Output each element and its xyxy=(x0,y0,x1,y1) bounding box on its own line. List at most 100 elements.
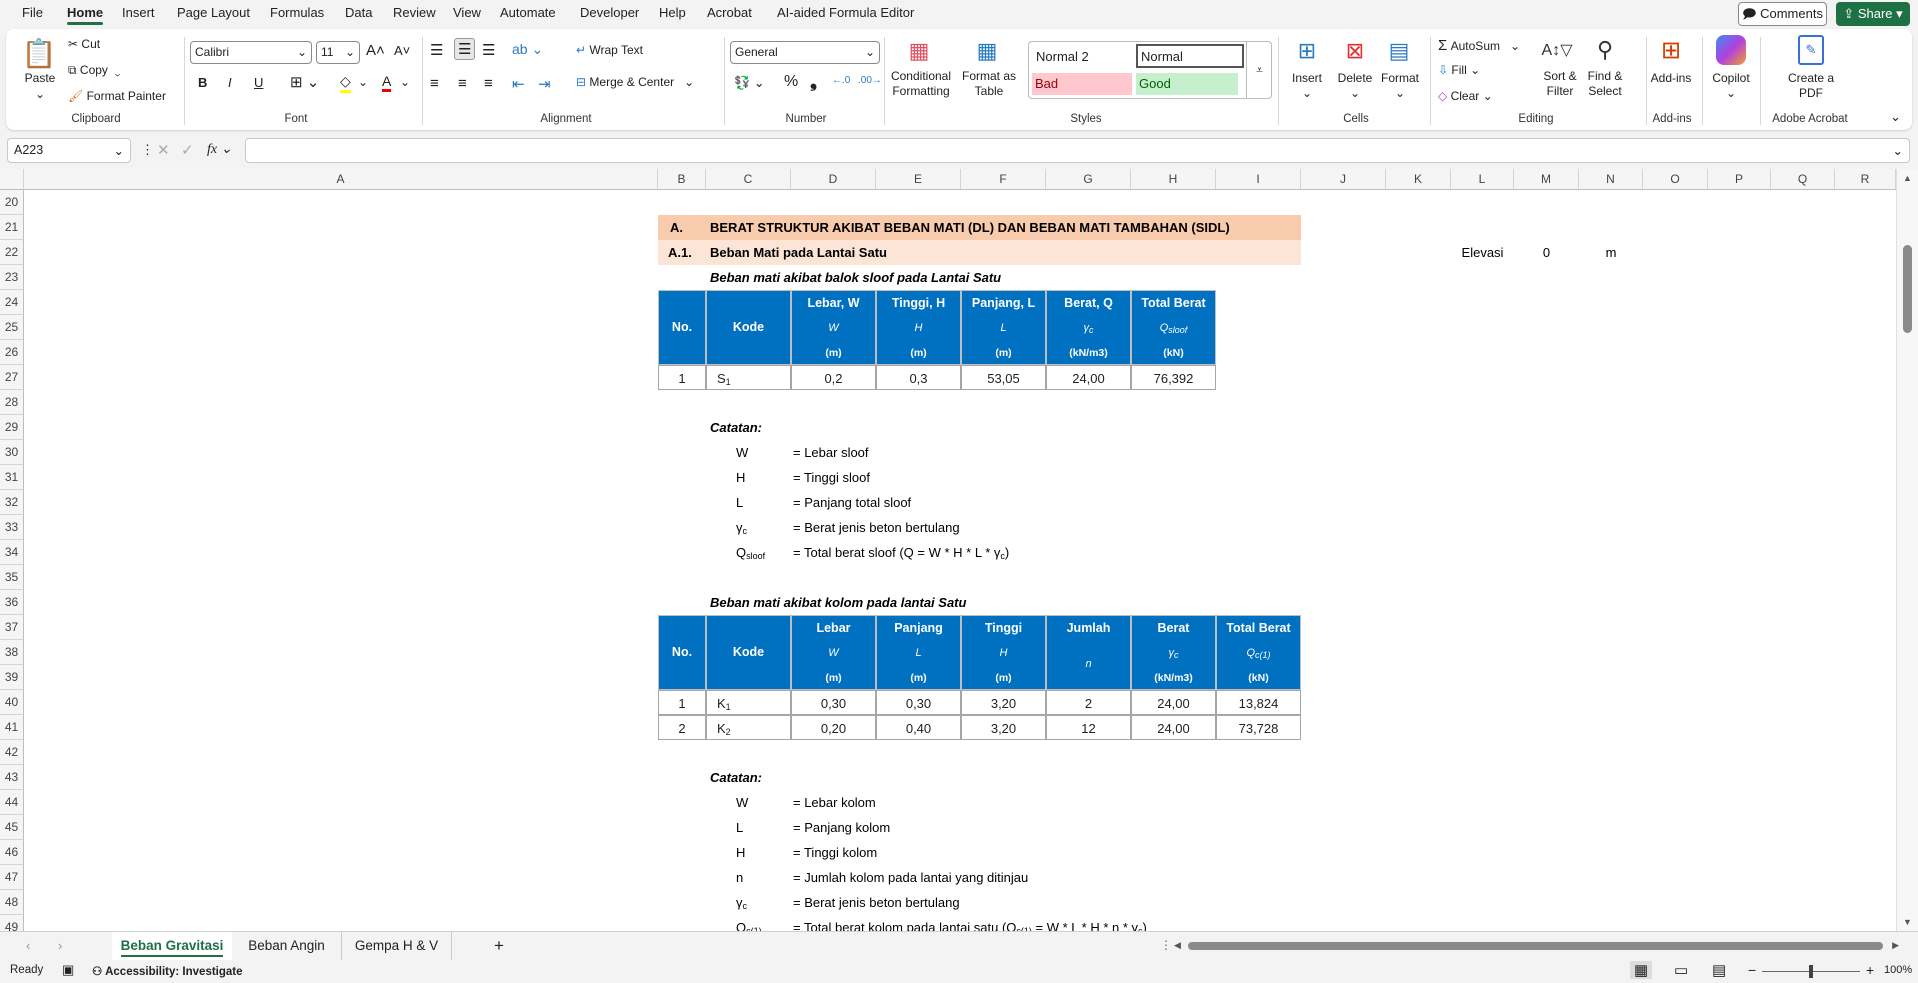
row-header-28[interactable]: 28 xyxy=(0,390,24,415)
copy-button[interactable]: ⧉ Copy ⌄ xyxy=(68,63,121,77)
row-header-48[interactable]: 48 xyxy=(0,890,24,915)
column-header-N[interactable]: N xyxy=(1579,169,1643,190)
zoom-level[interactable]: 100% xyxy=(1884,964,1913,976)
menu-tab-formulas[interactable]: Formulas xyxy=(270,5,325,20)
note-symbol[interactable]: Qc(1) xyxy=(706,915,766,931)
row-header-43[interactable]: 43 xyxy=(0,765,24,790)
wrap-text-button[interactable]: ↵ Wrap Text xyxy=(576,43,643,57)
column-header-Q[interactable]: Q xyxy=(1771,169,1835,190)
note-symbol[interactable]: Qsloof xyxy=(706,540,769,565)
column-header-J[interactable]: J xyxy=(1301,169,1386,190)
conditional-formatting-button[interactable]: Conditional Formatting xyxy=(890,69,952,98)
row-header-34[interactable]: 34 xyxy=(0,540,24,565)
row-header-45[interactable]: 45 xyxy=(0,815,24,840)
table-cell[interactable]: 13,824 xyxy=(1216,690,1301,715)
align-top-icon[interactable]: ☰ xyxy=(430,42,444,59)
format-as-table-button[interactable]: Format as Table xyxy=(962,69,1017,98)
vertical-scrollbar[interactable]: ▲ ▼ xyxy=(1896,169,1918,931)
clear-button[interactable]: ◇ Clear ⌄ xyxy=(1438,89,1493,103)
find-select-button[interactable]: Find & Select xyxy=(1587,69,1623,98)
column-header-P[interactable]: P xyxy=(1708,169,1771,190)
row-header-23[interactable]: 23 xyxy=(0,265,24,290)
section-title[interactable]: BERAT STRUKTUR AKIBAT BEBAN MATI (DL) DA… xyxy=(706,215,1234,240)
column-header-A[interactable]: A xyxy=(24,169,658,190)
note-symbol[interactable]: L xyxy=(706,490,747,515)
table-header-cell[interactable]: Kode xyxy=(706,290,791,365)
table-header-cell[interactable]: Lebar, W W (m) xyxy=(791,290,876,365)
column-header-C[interactable]: C xyxy=(706,169,791,190)
font-name-select[interactable]: Calibri ⌄ xyxy=(190,41,312,64)
paste-icon[interactable]: 📋 xyxy=(21,37,57,69)
increase-decimal-icon[interactable]: ←.0 xyxy=(832,75,851,86)
sort-filter-button[interactable]: Sort & Filter xyxy=(1543,69,1577,98)
zoom-slider[interactable] xyxy=(1762,965,1860,978)
table-header-cell[interactable]: No. xyxy=(658,615,706,690)
cancel-icon[interactable]: ✕ xyxy=(157,142,170,159)
menu-tab-file[interactable]: File xyxy=(22,5,43,20)
paste-dropdown-icon[interactable]: ⌄ xyxy=(34,87,46,101)
column-header-L[interactable]: L xyxy=(1451,169,1514,190)
table-header-cell[interactable]: Panjang L (m) xyxy=(876,615,961,690)
scroll-down-icon[interactable]: ▼ xyxy=(1903,917,1912,927)
row-header-33[interactable]: 33 xyxy=(0,515,24,540)
table-cell[interactable]: 0,3 xyxy=(876,365,961,390)
prev-sheet-icon[interactable]: ‹ xyxy=(26,938,31,953)
note-description[interactable]: = Berat jenis beton bertulang xyxy=(791,515,964,540)
style-bad[interactable]: Bad xyxy=(1032,73,1132,95)
column-header-H[interactable]: H xyxy=(1131,169,1216,190)
conditional-formatting-icon[interactable]: ▦ xyxy=(908,38,930,63)
row-header-35[interactable]: 35 xyxy=(0,565,24,590)
table-header-cell[interactable]: Berat, Q γc (kN/m3) xyxy=(1046,290,1131,365)
chevron-down-icon[interactable]: ⌄ xyxy=(358,75,369,89)
note-description[interactable]: = Total berat kolom pada lantai satu (Qc… xyxy=(791,915,1151,931)
table-cell[interactable]: K2 xyxy=(706,715,791,740)
subsection-title[interactable]: Beban Mati pada Lantai Satu xyxy=(706,240,891,265)
font-size-select[interactable]: 11 ⌄ xyxy=(316,41,360,64)
note-description[interactable]: = Tinggi sloof xyxy=(791,465,874,490)
enter-icon[interactable]: ✓ xyxy=(181,142,194,159)
name-box[interactable]: A223 ⌄ xyxy=(7,138,131,163)
table-cell[interactable]: K1 xyxy=(706,690,791,715)
borders-icon[interactable]: ⊞ ⌄ xyxy=(290,74,320,91)
tab-scroll-options-icon[interactable]: ⋮ xyxy=(1160,938,1172,952)
create-pdf-button[interactable]: Create a PDF xyxy=(1787,71,1835,100)
menu-tab-data[interactable]: Data xyxy=(345,5,373,20)
column-header-M[interactable]: M xyxy=(1514,169,1579,190)
copilot-icon[interactable] xyxy=(1716,35,1746,65)
note-symbol[interactable]: n xyxy=(706,865,747,890)
percent-icon[interactable]: % xyxy=(784,73,799,90)
scroll-left-icon[interactable]: ◀ xyxy=(1174,940,1181,950)
menu-tab-acrobat[interactable]: Acrobat xyxy=(707,5,752,20)
column-header-O[interactable]: O xyxy=(1643,169,1708,190)
zoom-out-button[interactable]: − xyxy=(1748,962,1757,978)
row-header-46[interactable]: 46 xyxy=(0,840,24,865)
fill-button[interactable]: ⇩ Fill ⌄ xyxy=(1438,63,1481,77)
note-description[interactable]: = Berat jenis beton bertulang xyxy=(791,890,964,915)
styles-more-button[interactable]: ⩡ xyxy=(1246,41,1272,99)
column-header-K[interactable]: K xyxy=(1386,169,1451,190)
row-header-20[interactable]: 20 xyxy=(0,190,24,215)
table-cell[interactable]: 1 xyxy=(658,365,706,390)
column-header-G[interactable]: G xyxy=(1046,169,1131,190)
fill-color-icon[interactable]: ◇ xyxy=(340,73,351,93)
table-cell[interactable]: 0,20 xyxy=(791,715,876,740)
elevation-unit[interactable]: m xyxy=(1579,240,1643,265)
row-header-40[interactable]: 40 xyxy=(0,690,24,715)
menu-tab-insert[interactable]: Insert xyxy=(122,5,155,20)
note-symbol[interactable]: H xyxy=(706,840,749,865)
scroll-up-icon[interactable]: ▲ xyxy=(1903,173,1912,183)
expand-formula-icon[interactable]: ⌄ xyxy=(1892,144,1903,158)
row-header-24[interactable]: 24 xyxy=(0,290,24,315)
note-symbol[interactable]: γc xyxy=(706,515,751,540)
search-icon[interactable]: ⚲ xyxy=(1596,37,1614,62)
note-description[interactable]: = Lebar kolom xyxy=(791,790,880,815)
table-header-cell[interactable]: Lebar W (m) xyxy=(791,615,876,690)
notes-title[interactable]: Catatan: xyxy=(706,765,766,790)
row-header-25[interactable]: 25 xyxy=(0,315,24,340)
share-button[interactable]: ⇪ Share ▾ xyxy=(1836,2,1910,26)
copilot-button[interactable]: Copilot ⌄ xyxy=(1712,71,1750,100)
note-description[interactable]: = Tinggi kolom xyxy=(791,840,881,865)
table-cell[interactable]: S1 xyxy=(706,365,791,390)
accessibility-button[interactable]: ⚇ Accessibility: Investigate xyxy=(92,964,243,978)
table-header-cell[interactable]: Total Berat Qsloof (kN) xyxy=(1131,290,1216,365)
